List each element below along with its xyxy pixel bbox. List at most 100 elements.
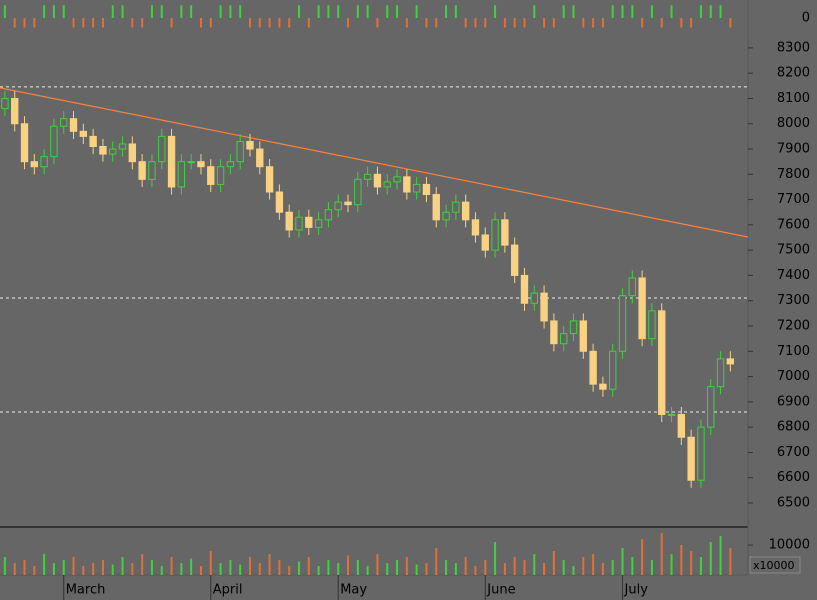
candle-body: [550, 320, 558, 345]
indicator-bar: [268, 18, 271, 28]
candle-body: [658, 310, 666, 415]
indicator-bar: [484, 18, 487, 28]
y-tick-label: 7800: [777, 167, 810, 182]
candle-body: [716, 358, 725, 388]
volume-bar: [298, 561, 301, 575]
indicator-bar: [258, 18, 261, 28]
volume-bar: [248, 557, 251, 575]
volume-bar: [229, 560, 232, 575]
candle-body: [491, 219, 499, 251]
candle-body: [109, 148, 117, 155]
indicator-bar: [92, 18, 95, 28]
indicator-bar: [62, 5, 65, 18]
indicator-bar: [719, 5, 722, 18]
indicator-bar: [494, 5, 497, 18]
indicator-bar: [425, 18, 428, 28]
volume-bar: [690, 551, 693, 575]
candle-body: [510, 244, 519, 276]
candle-body: [216, 166, 225, 185]
indicator-bar: [709, 5, 712, 18]
candle-body: [667, 413, 676, 416]
volume-bar: [180, 563, 183, 575]
y-tick-label: 8100: [777, 91, 810, 106]
indicator-bar: [415, 5, 418, 18]
y-tick-label: 7900: [777, 142, 810, 157]
candle-body: [118, 143, 127, 150]
indicator-bar: [699, 5, 702, 18]
volume-bar: [552, 551, 555, 575]
indicator-bar: [631, 5, 634, 18]
volume-bar: [92, 563, 95, 575]
candle-body: [148, 161, 156, 180]
volume-bar: [729, 548, 732, 575]
candle-body: [207, 166, 215, 185]
volume-bar: [474, 566, 477, 575]
indicator-bar: [435, 18, 438, 28]
volume-bar: [268, 554, 271, 575]
candle-body: [383, 181, 391, 188]
volume-bar: [376, 554, 379, 575]
candle-body: [197, 161, 205, 168]
candle-body: [256, 148, 264, 168]
y-tick-label: 6600: [777, 470, 810, 485]
candle-body: [442, 211, 450, 221]
indicator-bar: [660, 18, 663, 28]
candle-body: [99, 145, 107, 155]
indicator-bar: [405, 18, 408, 28]
candle-body: [89, 135, 97, 147]
candle-body: [40, 156, 48, 168]
y-tick-label: 7100: [777, 344, 810, 359]
volume-bar: [317, 566, 320, 575]
indicator-bar: [552, 18, 555, 28]
candle-body: [687, 436, 695, 481]
indicator-bar: [317, 5, 320, 18]
indicator-bar: [327, 5, 330, 18]
indicator-bar: [23, 18, 26, 28]
indicator-bar: [72, 18, 75, 28]
indicator-bar: [141, 18, 144, 28]
x-tick-label: June: [486, 583, 515, 598]
indicator-bar: [199, 18, 202, 28]
indicator-bar: [180, 5, 183, 18]
y-tick-label: 7200: [777, 319, 810, 334]
volume-bar: [13, 563, 16, 575]
y-tick-label: 6700: [777, 445, 810, 460]
candle-body: [275, 191, 284, 213]
candle-body: [324, 209, 333, 221]
volume-bar: [307, 557, 310, 575]
volume-bar: [699, 557, 702, 575]
unit-box: [749, 556, 801, 574]
candle-body: [452, 201, 460, 213]
candle-body: [138, 161, 146, 180]
indicator-bar: [562, 5, 565, 18]
candle-body: [354, 178, 362, 206]
volume-bar: [445, 560, 448, 575]
y-tick-label: 8300: [777, 40, 810, 55]
candle-body: [726, 358, 735, 365]
indicator-bar: [131, 18, 134, 28]
candle-body: [295, 216, 303, 231]
volume-bar: [680, 545, 683, 575]
volume-bar: [484, 560, 487, 575]
candle-body: [530, 292, 538, 304]
indicator-bar: [464, 18, 467, 28]
volume-bar: [611, 560, 614, 575]
volume-bar: [209, 551, 212, 575]
volume-bar: [601, 563, 604, 575]
volume-bar: [386, 563, 389, 575]
indicator-bar: [219, 5, 222, 18]
volume-bar: [621, 548, 624, 575]
volume-unit-label: x10000: [753, 559, 795, 572]
indicator-bar: [572, 5, 575, 18]
candle-body: [167, 135, 176, 188]
volume-bar: [631, 557, 634, 575]
indicator-bar: [288, 18, 291, 28]
indicator-bar: [150, 5, 153, 18]
candle-body: [403, 176, 411, 193]
candle-body: [697, 426, 705, 481]
y-tick-label: 7600: [777, 217, 810, 232]
indicator-bar: [386, 5, 389, 18]
candle-body: [579, 320, 587, 352]
candle-body: [599, 383, 607, 390]
candle-body: [707, 386, 715, 428]
